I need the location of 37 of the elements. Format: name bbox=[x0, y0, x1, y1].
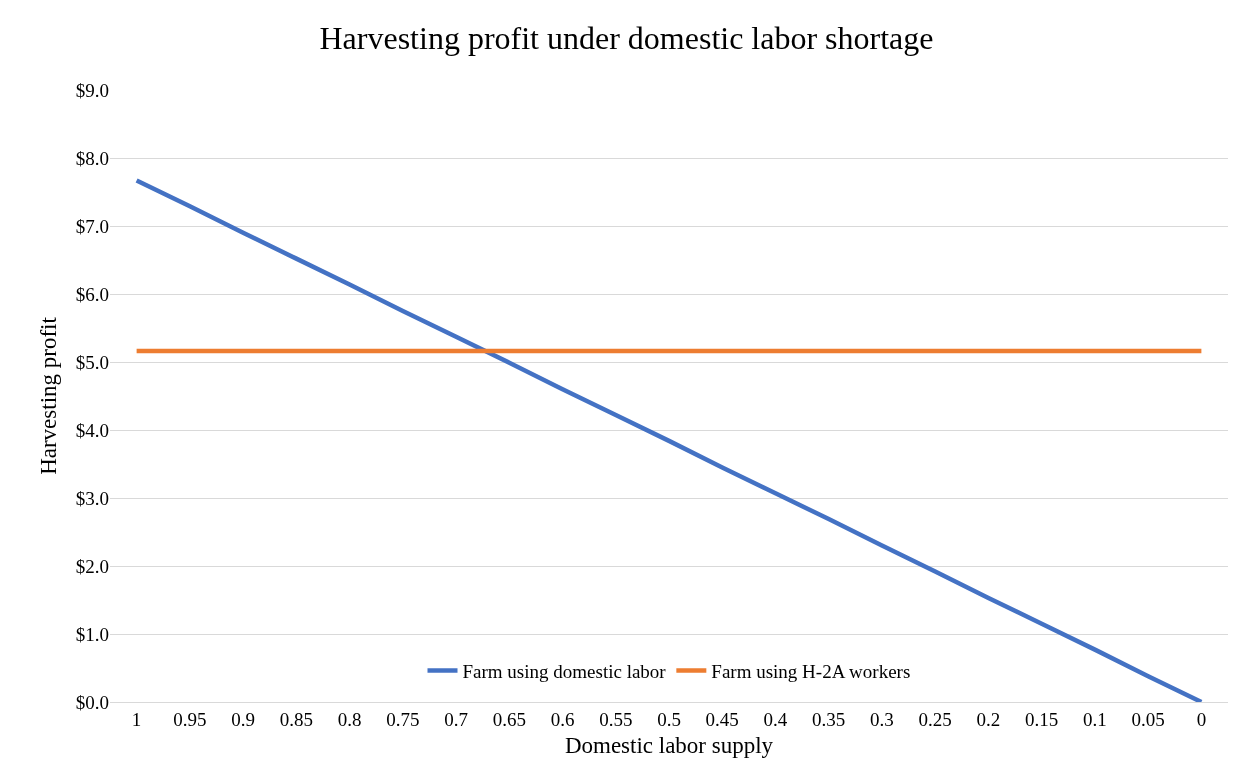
y-tick-label: $3.0 bbox=[75, 487, 109, 509]
legend-label: Farm using H-2A workers bbox=[711, 661, 911, 683]
y-tick-label: $4.0 bbox=[75, 419, 109, 441]
y-axis-title: Harvesting profit bbox=[36, 316, 62, 475]
x-tick-label: 0.45 bbox=[705, 708, 739, 730]
x-tick-label: 0.7 bbox=[444, 708, 468, 730]
y-tick-label: $2.0 bbox=[75, 555, 109, 577]
y-tick-label: $6.0 bbox=[75, 283, 109, 305]
x-tick-label: 0.6 bbox=[550, 708, 575, 730]
x-tick-label: 0.15 bbox=[1025, 708, 1059, 730]
x-tick-label: 0.75 bbox=[386, 708, 420, 730]
x-axis-title: Domestic labor supply bbox=[564, 733, 774, 759]
x-tick-label: 0.2 bbox=[976, 708, 1001, 730]
x-tick-label: 0 bbox=[1196, 708, 1207, 730]
legend-label: Farm using domestic labor bbox=[462, 661, 667, 683]
line-series bbox=[134, 178, 1204, 702]
x-tick-label: 0.25 bbox=[918, 708, 952, 730]
x-tick-label: 0.95 bbox=[173, 708, 207, 730]
x-tick-label: 0.35 bbox=[812, 708, 846, 730]
chart-title: Harvesting profit under domestic labor shortage bbox=[319, 20, 934, 57]
y-tick-label: $0.0 bbox=[75, 691, 109, 713]
y-tick-label: $9.0 bbox=[75, 79, 109, 101]
x-tick-label: 0.1 bbox=[1083, 708, 1107, 730]
y-tick-label: $7.0 bbox=[75, 215, 109, 237]
y-tick-label: $1.0 bbox=[75, 623, 109, 645]
x-tick-label: 0.9 bbox=[231, 708, 255, 730]
y-tick-label: $5.0 bbox=[75, 351, 109, 373]
x-tick-label: 0.3 bbox=[870, 708, 894, 730]
x-tick-label: 0.05 bbox=[1131, 708, 1165, 730]
x-tick-label: 0.65 bbox=[492, 708, 526, 730]
x-tick-label: 0.5 bbox=[657, 708, 681, 730]
x-tick-label: 0.85 bbox=[279, 708, 313, 730]
x-tick-label: 0.8 bbox=[337, 708, 362, 730]
x-tick-label: 1 bbox=[131, 708, 142, 730]
x-tick-label: 0.4 bbox=[763, 708, 788, 730]
x-tick-label: 0.55 bbox=[599, 708, 633, 730]
y-tick-label: $8.0 bbox=[75, 147, 109, 169]
